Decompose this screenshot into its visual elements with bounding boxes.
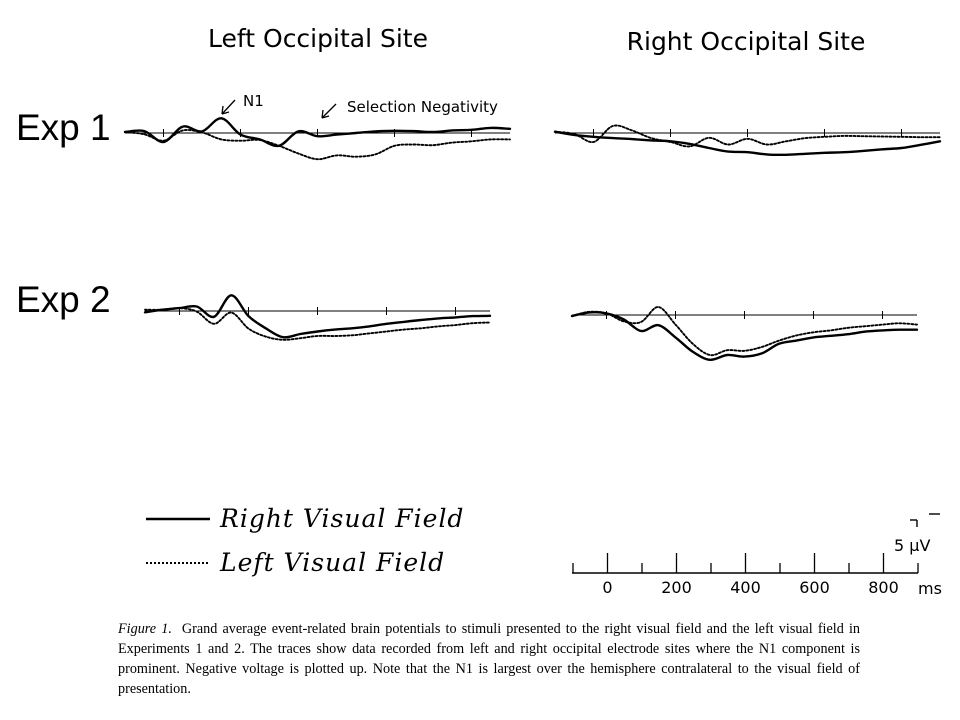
column-title-left: Left Occipital Site (208, 24, 428, 53)
time-axis-unit: ms (918, 579, 942, 598)
n1-label: N1 (243, 92, 264, 110)
time-axis-tick-label: 800 (868, 578, 899, 597)
n1-annotation: N1 (221, 92, 264, 115)
caption-label: Figure 1. (118, 621, 172, 637)
time-axis-tick-label: 0 (602, 578, 612, 597)
time-axis-tick-label: 200 (661, 578, 692, 597)
time-axis-tick-label: 400 (730, 578, 761, 597)
time-axis: ms 0 200 400 600 800 (572, 553, 942, 598)
trace-left-visual-field (571, 306, 918, 357)
time-axis-tick-label: 600 (799, 578, 830, 597)
row-label-exp1: Exp 1 (16, 107, 111, 148)
legend-label-right-visual-field: Right Visual Field (219, 504, 464, 533)
trace-right-visual-field (143, 294, 492, 339)
legend-label-left-visual-field: Left Visual Field (219, 548, 445, 577)
panel-exp-1-right-occipital-site (553, 124, 942, 157)
trace-right-visual-field (570, 311, 919, 362)
panel-exp-1-left-occipital-site (123, 117, 512, 161)
selection-negativity-annotation: Selection Negativity (321, 98, 498, 119)
trace-left-visual-field (124, 129, 511, 161)
caption-text: Grand average event-related brain potent… (118, 621, 861, 697)
voltage-scale-bar: 5 μV (894, 513, 940, 555)
panel-exp-2-left-occipital-site (143, 294, 492, 341)
erp-figure: Left Occipital Site Right Occipital Site… (16, 24, 942, 598)
trace-left-visual-field (144, 307, 491, 341)
column-title-right: Right Occipital Site (627, 27, 866, 56)
trace-right-visual-field (553, 130, 942, 157)
row-label-exp2: Exp 2 (16, 279, 111, 320)
trace-left-visual-field (554, 124, 941, 148)
legend: Right Visual Field Left Visual Field (146, 504, 464, 577)
erp-panels (123, 117, 942, 362)
trace-right-visual-field (123, 117, 512, 148)
voltage-scale-label: 5 μV (894, 536, 930, 555)
selection-negativity-label: Selection Negativity (347, 98, 498, 116)
panel-exp-2-right-occipital-site (570, 306, 919, 362)
figure-caption: Figure 1. Grand average event-related bra… (118, 619, 860, 699)
